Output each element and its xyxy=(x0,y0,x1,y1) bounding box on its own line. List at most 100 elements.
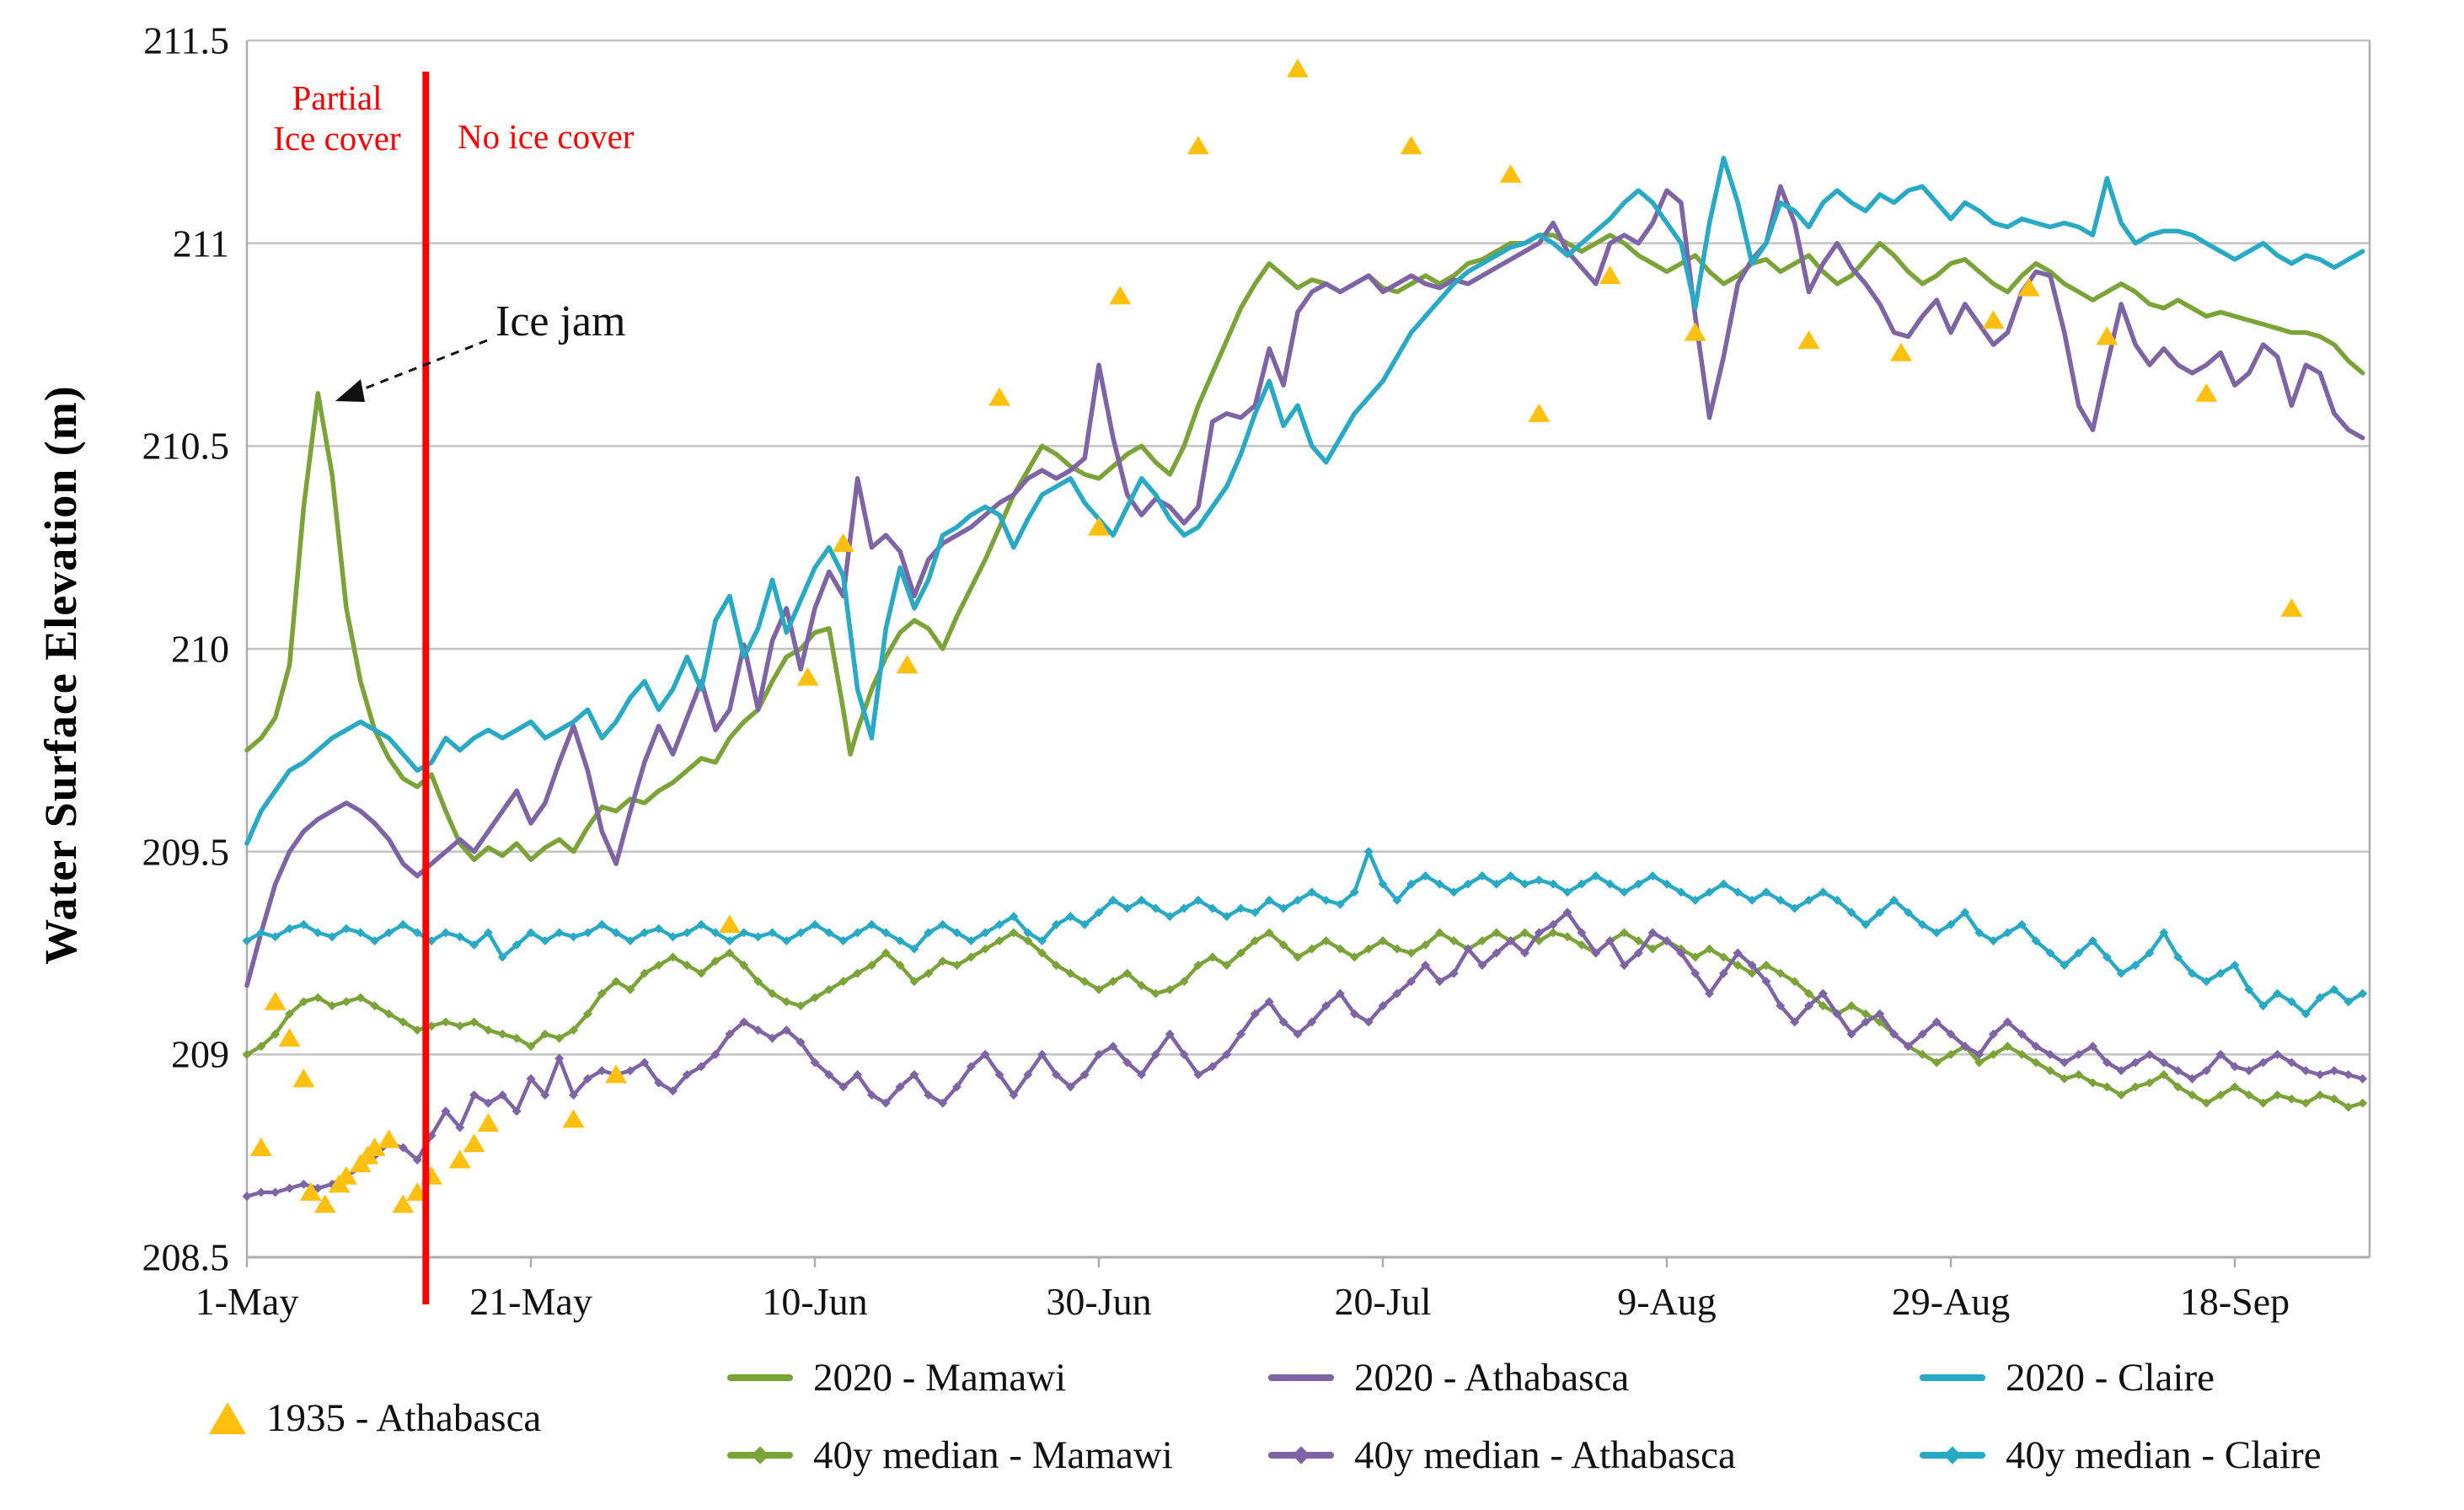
diamond-marker xyxy=(710,956,720,967)
diamond-marker xyxy=(1846,1001,1856,1011)
diamond-marker xyxy=(2215,1090,2226,1100)
diamond-marker xyxy=(1989,1029,1999,1039)
diamond-marker xyxy=(1434,977,1444,987)
diamond-marker xyxy=(554,928,565,938)
diamond-marker xyxy=(1037,948,1047,958)
triangle-point xyxy=(1599,265,1621,285)
diamond-marker xyxy=(938,1098,948,1108)
diamond-marker xyxy=(1520,928,1529,938)
legend-item-1935-athabasca: 1935 - Athabasca xyxy=(209,1395,541,1441)
diamond-marker xyxy=(1875,1009,1885,1019)
diamond-marker xyxy=(1861,1009,1871,1019)
diamond-marker xyxy=(298,997,308,1007)
diamond-marker xyxy=(1094,984,1104,994)
diamond-marker xyxy=(767,1033,777,1043)
diamond-marker xyxy=(2343,1102,2354,1112)
diamond-marker xyxy=(952,928,961,938)
legend-label: 1935 - Athabasca xyxy=(266,1396,542,1440)
diamond-marker xyxy=(2286,1094,2296,1104)
diamond-marker xyxy=(2343,1069,2354,1079)
triangle-point xyxy=(2280,597,2303,617)
diamond-marker xyxy=(881,948,891,958)
diamond-marker xyxy=(1193,960,1203,970)
diamond-marker xyxy=(1009,928,1019,938)
diamond-marker xyxy=(2031,1041,2041,1052)
diamond-marker xyxy=(654,960,664,970)
diamond-marker xyxy=(1846,1029,1856,1039)
diamond-marker xyxy=(469,940,479,950)
diamond-marker xyxy=(625,984,635,994)
diamond-marker xyxy=(1690,952,1701,962)
diamond-marker xyxy=(853,1069,863,1079)
diamond-marker xyxy=(2002,1017,2012,1027)
diamond-marker xyxy=(1591,948,1601,958)
diamond-marker xyxy=(739,928,749,938)
diamond-marker xyxy=(1079,919,1090,929)
diamond-marker xyxy=(1776,968,1786,978)
diamond-marker xyxy=(2358,988,2368,999)
diamond-marker xyxy=(1179,903,1189,913)
diamond-marker xyxy=(597,919,607,929)
diamond-marker xyxy=(540,1029,550,1039)
diamond-marker xyxy=(795,1001,806,1011)
diamond-marker xyxy=(1477,871,1487,881)
diamond-marker xyxy=(725,1029,735,1039)
diamond-marker xyxy=(952,960,961,970)
triangle-point xyxy=(1088,517,1110,536)
line-sample-icon xyxy=(1268,1374,1334,1381)
diamond-marker xyxy=(1307,1017,1317,1027)
diamond-marker xyxy=(1747,968,1757,978)
series-40y-median-mamawi xyxy=(242,928,2368,1112)
series-1935-athabasca xyxy=(249,58,2303,1213)
diamond-marker xyxy=(1009,912,1019,922)
diamond-marker xyxy=(398,1017,408,1027)
diamond-marker xyxy=(2130,1058,2140,1068)
diamond-marker xyxy=(298,1179,308,1189)
diamond-marker xyxy=(298,919,308,929)
diamond-marker xyxy=(1037,1049,1047,1059)
legend-label: 2020 - Athabasca xyxy=(1354,1356,1630,1400)
diamond-marker xyxy=(1222,960,1232,970)
diamond-marker xyxy=(2244,984,2254,994)
diamond-marker xyxy=(1193,1069,1203,1079)
y-tick-label: 211.5 xyxy=(143,19,229,62)
diamond-marker xyxy=(924,968,934,978)
diamond-marker xyxy=(2230,1062,2240,1072)
triangle-point xyxy=(1982,310,2005,329)
triangle-point xyxy=(1400,136,1422,155)
diamond-marker xyxy=(767,928,777,938)
diamond-marker xyxy=(1137,981,1147,991)
diamond-marker xyxy=(1150,903,1160,913)
diamond-marker xyxy=(1647,871,1658,881)
diamond-marker xyxy=(1619,887,1629,897)
triangle-point xyxy=(605,1064,628,1084)
diamond-marker xyxy=(271,1187,281,1197)
diamond-marker xyxy=(1434,928,1444,938)
diamond-marker xyxy=(881,1098,891,1108)
triangle-point xyxy=(562,1109,585,1128)
diamond-marker xyxy=(838,977,849,987)
diamond-marker xyxy=(341,924,351,934)
diamond-marker xyxy=(1520,948,1529,958)
diamond-marker xyxy=(469,1090,479,1100)
gridlines xyxy=(245,39,2371,1267)
triangle-point xyxy=(1186,136,1209,155)
diamond-marker xyxy=(2286,997,2296,1007)
diamond-marker xyxy=(582,1074,592,1084)
diamond-marker xyxy=(1023,1069,1033,1079)
diamond-marker xyxy=(256,928,266,938)
triangle-point xyxy=(1528,403,1551,422)
diamond-marker xyxy=(1037,936,1047,946)
diamond-marker xyxy=(994,919,1004,929)
diamond-marker xyxy=(271,1029,281,1039)
diamond-marker xyxy=(924,928,934,938)
diamond-marker xyxy=(895,1082,905,1092)
diamond-marker xyxy=(810,1058,820,1068)
diamond-marker xyxy=(810,993,820,1003)
diamond-marker xyxy=(2201,1098,2211,1108)
triangle-point xyxy=(2017,277,2040,297)
diamond-marker xyxy=(1619,960,1629,970)
diamond-marker xyxy=(1321,895,1331,905)
diamond-marker xyxy=(866,919,876,929)
